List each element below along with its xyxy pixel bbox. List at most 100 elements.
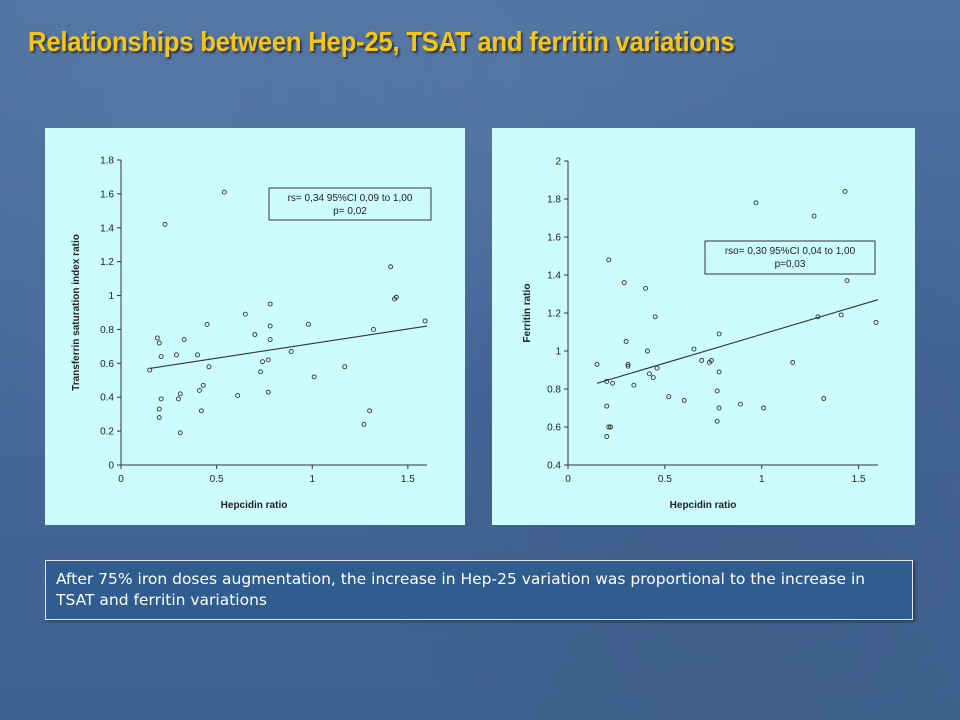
data-point — [265, 357, 271, 363]
data-point — [158, 396, 164, 402]
ferritin-scatter-plot: 0.4 0.6 0.8 1 1.2 1.4 1.6 1.8 2 0 0.5 1 1.5 Hepcidin … — [522, 157, 879, 511]
y-tick-label: 1.8 — [100, 156, 114, 167]
data-point — [631, 382, 637, 388]
data-point — [221, 189, 227, 195]
data-point — [716, 369, 722, 375]
stats-box — [268, 187, 432, 221]
data-point — [815, 314, 821, 320]
x-tick-label: 0.5 — [210, 474, 224, 485]
data-point — [265, 389, 271, 395]
data-point — [716, 331, 722, 337]
data-point — [388, 264, 394, 270]
data-point — [844, 278, 850, 284]
y-tick-label: 1.4 — [547, 271, 561, 282]
y-tick-label: 0 — [108, 461, 114, 472]
data-point — [252, 332, 258, 337]
x-tick-label: 0.5 — [658, 474, 672, 485]
data-point — [156, 415, 162, 421]
data-point — [156, 340, 162, 346]
data-point — [606, 424, 612, 430]
data-point — [288, 349, 294, 354]
data-point — [873, 320, 879, 325]
data-point — [305, 321, 311, 327]
stats-box — [704, 240, 876, 275]
data-point — [206, 364, 212, 370]
data-point — [177, 391, 183, 397]
data-point — [604, 378, 610, 384]
data-point — [691, 346, 697, 352]
data-point — [371, 326, 376, 332]
ferritin-chart-panel: 0.4 0.6 0.8 1 1.2 1.4 1.6 1.8 2 0 0.5 1 1.5 Hepcidin … — [492, 128, 915, 525]
data-point — [625, 363, 631, 369]
data-point — [666, 394, 672, 400]
trend-line — [596, 299, 879, 384]
y-axis-title: Ferritin ratio — [522, 284, 533, 343]
data-point — [156, 406, 162, 412]
trend-line — [149, 325, 428, 369]
y-tick-label: 1.2 — [100, 257, 114, 268]
data-point — [643, 285, 648, 291]
data-point — [594, 361, 600, 367]
y-tick-label: 1.6 — [547, 233, 561, 244]
data-point — [204, 321, 210, 327]
data-point — [147, 367, 153, 373]
stats-correlation: rs= 0,34 95%CI 0,09 to 1,00 — [288, 193, 413, 204]
data-point — [235, 393, 241, 398]
data-point — [200, 382, 206, 388]
data-point — [716, 405, 722, 411]
x-axis-title: Hepcidin ratio — [221, 500, 288, 511]
data-point — [714, 388, 720, 394]
data-point — [652, 314, 658, 320]
tsat-chart-panel: 0 0.2 0.4 0.6 0.8 1 1.2 1.4 1.6 1.8 0 0.5 1 1.5 Hepcid… — [45, 128, 465, 525]
x-axis-title: Hepcidin ratio — [670, 500, 737, 511]
data-point — [181, 337, 187, 343]
data-point — [646, 371, 652, 377]
y-axis-title: Transferrin saturation index ratio — [71, 234, 82, 391]
x-tick-label: 0 — [118, 474, 124, 485]
data-point — [154, 335, 160, 341]
data-point — [821, 396, 827, 401]
data-point — [367, 408, 373, 414]
data-point — [267, 323, 273, 329]
data-point — [174, 352, 179, 358]
data-point — [608, 424, 614, 430]
x-tick-label: 1.5 — [852, 474, 866, 485]
y-tick-label: 1 — [108, 291, 114, 302]
data-point — [258, 369, 264, 375]
data-point — [625, 361, 631, 367]
data-point — [177, 430, 183, 436]
data-point — [650, 375, 656, 381]
data-point — [267, 337, 273, 343]
data-point — [175, 396, 181, 402]
y-tick-label: 0.2 — [100, 427, 114, 438]
y-tick-label: 0.6 — [547, 423, 561, 434]
x-tick-label: 0 — [565, 474, 571, 485]
data-point — [260, 359, 265, 365]
data-point — [790, 359, 796, 365]
data-point — [242, 311, 248, 317]
y-tick-label: 1.8 — [547, 195, 561, 206]
stats-correlation: rso= 0,30 95%CI 0,04 to 1,00 — [725, 246, 856, 257]
data-point — [158, 354, 164, 360]
tsat-scatter-plot: 0 0.2 0.4 0.6 0.8 1 1.2 1.4 1.6 1.8 0 0.5 1 1.5 Hepcid… — [71, 156, 432, 511]
slide-title: Relationships between Hep-25, TSAT and f… — [28, 26, 735, 57]
data-point — [196, 387, 202, 393]
data-point — [393, 294, 399, 300]
stats-p-value: p= 0,02 — [333, 206, 367, 217]
y-tick-label: 0.8 — [100, 325, 114, 336]
data-point — [604, 434, 610, 439]
data-point — [753, 200, 759, 206]
y-tick-label: 1.4 — [100, 223, 114, 234]
data-point — [654, 365, 660, 371]
data-point — [737, 401, 743, 407]
data-point — [604, 403, 610, 409]
data-point — [838, 312, 844, 318]
data-point — [610, 380, 616, 386]
y-tick-label: 2 — [555, 157, 561, 168]
data-point — [342, 364, 348, 370]
data-point — [761, 405, 767, 411]
data-point — [681, 397, 687, 403]
data-point — [811, 213, 817, 219]
data-point — [699, 358, 705, 363]
y-tick-label: 0.6 — [100, 359, 114, 370]
